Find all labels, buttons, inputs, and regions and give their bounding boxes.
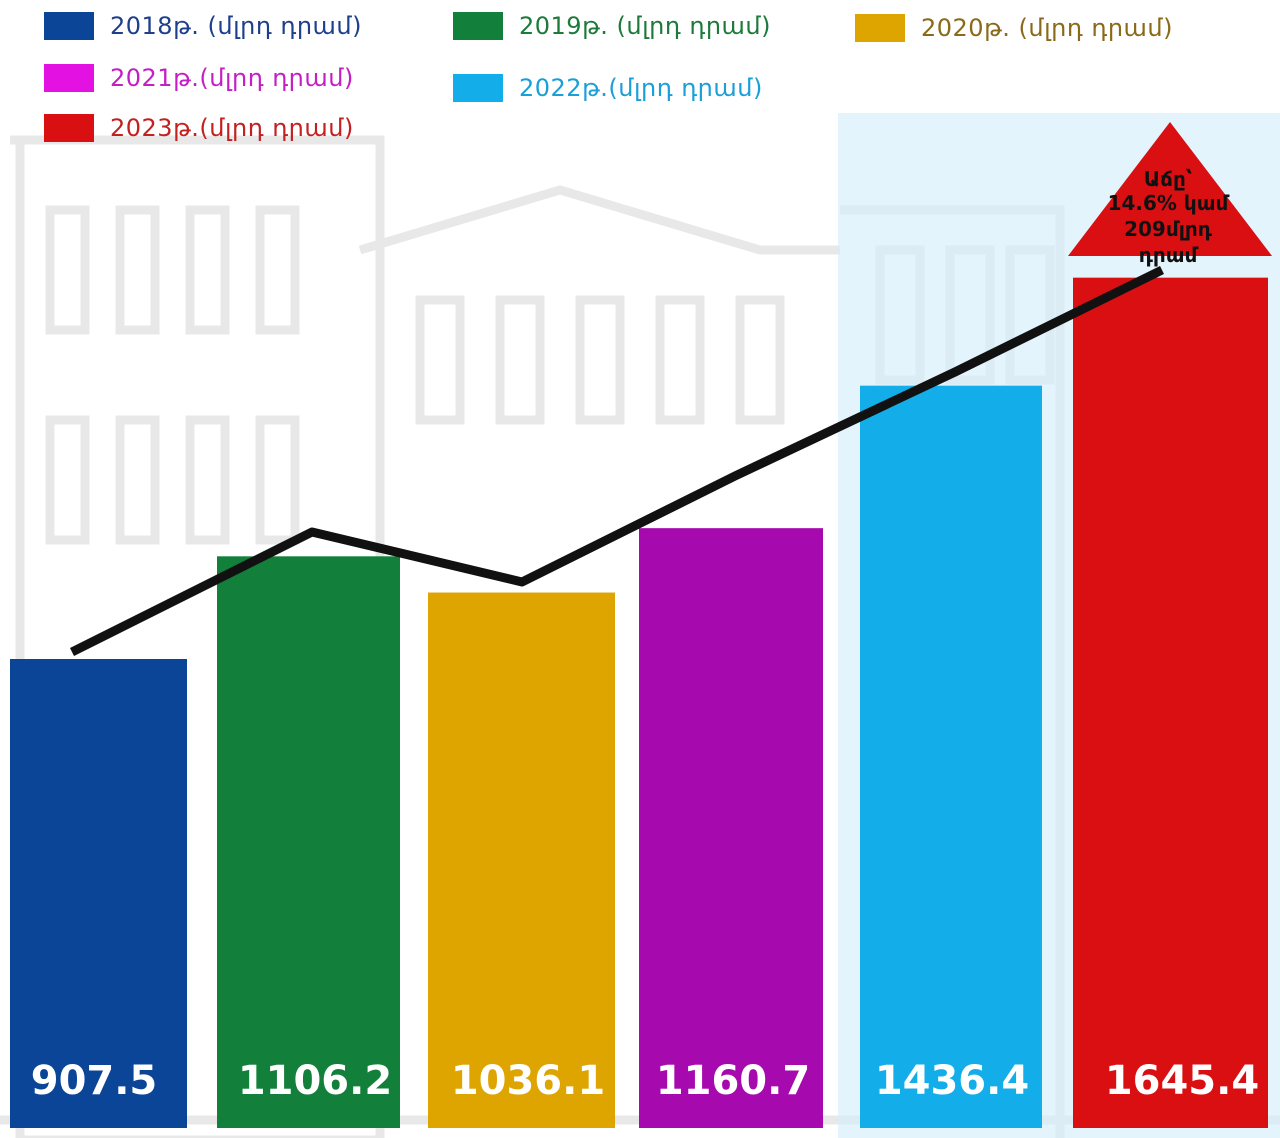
legend-item-2022: 2022թ.(մլրդ դրամ) (453, 74, 763, 102)
growth-annotation-line-4: դրամ (1139, 243, 1199, 267)
bar-2020 (428, 592, 615, 1128)
legend-item-2023: 2023թ.(մլրդ դրամ) (44, 114, 354, 142)
bar-2022 (860, 385, 1042, 1129)
value-label-2021: 1160.7 (656, 1058, 810, 1104)
legend-label: 2022թ.(մլրդ դրամ) (519, 74, 763, 102)
legend-item-2019: 2019թ. (մլրդ դրամ) (453, 12, 771, 40)
legend-swatch (44, 114, 94, 142)
bar-2019 (217, 556, 400, 1128)
bar-2023 (1073, 277, 1268, 1128)
trend-line (69, 265, 1164, 657)
legend-label: 2019թ. (մլրդ դրամ) (519, 12, 771, 40)
value-label-2018: 907.5 (31, 1058, 158, 1104)
legend-swatch (855, 14, 905, 42)
legend-label: 2020թ. (մլրդ դրամ) (921, 14, 1173, 42)
value-label-2023: 1645.4 (1105, 1058, 1259, 1104)
legend-label: 2023թ.(մլրդ դրամ) (110, 114, 354, 142)
legend-swatch (453, 12, 503, 40)
legend-item-2021: 2021թ.(մլրդ դրամ) (44, 64, 354, 92)
bar-2021 (639, 528, 823, 1128)
legend-item-2018: 2018թ. (մլրդ դրամ) (44, 12, 362, 40)
growth-annotation-line-1: Աճը՝ (1144, 167, 1192, 191)
legend-label: 2018թ. (մլրդ դրամ) (110, 12, 362, 40)
legend-swatch (44, 64, 94, 92)
growth-annotation-line-2: 14.6% կամ (1108, 191, 1230, 215)
legend-swatch (453, 74, 503, 102)
growth-arrow-head (1068, 122, 1272, 256)
value-label-2019: 1106.2 (238, 1058, 392, 1104)
legend-swatch (44, 12, 94, 40)
value-label-2022: 1436.4 (875, 1058, 1029, 1104)
growth-annotation-line-3: 209մլրդ (1124, 217, 1213, 241)
value-label-2020: 1036.1 (451, 1058, 605, 1104)
legend-item-2020: 2020թ. (մլրդ դրամ) (855, 14, 1173, 42)
bar-2018 (10, 659, 187, 1128)
legend-label: 2021թ.(մլրդ դրամ) (110, 64, 354, 92)
